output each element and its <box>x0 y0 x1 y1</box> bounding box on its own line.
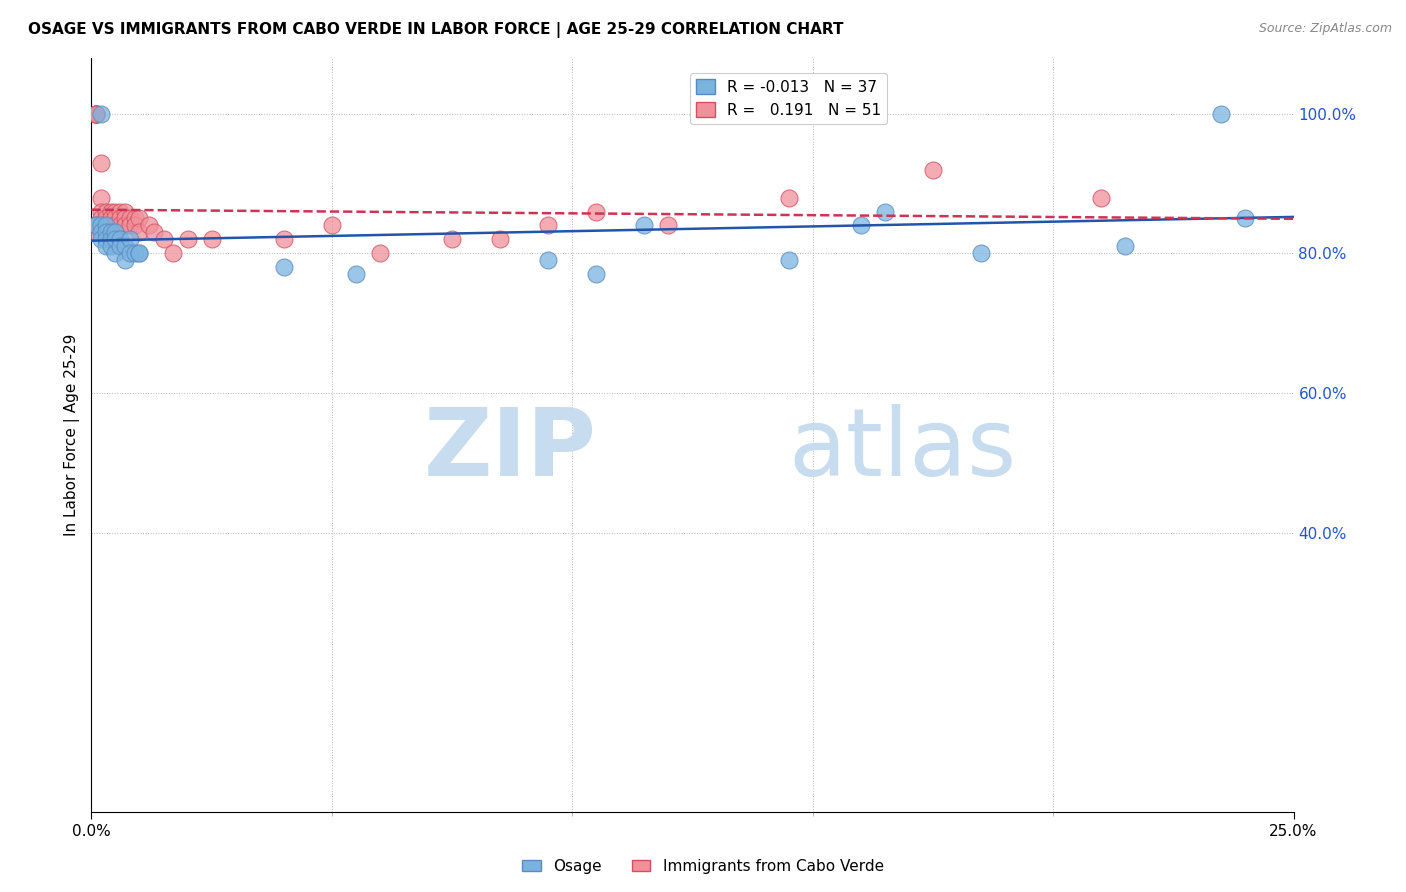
Point <box>90 155 112 169</box>
Point <box>94 226 117 240</box>
Point <box>110 219 132 233</box>
Point <box>1090 190 1112 204</box>
Point <box>104 246 127 260</box>
Point <box>84 107 107 121</box>
Point <box>114 211 136 226</box>
Point <box>110 232 132 246</box>
Point <box>201 232 224 246</box>
Point <box>104 219 127 233</box>
Point <box>100 211 122 226</box>
Point <box>114 239 136 253</box>
Point <box>84 107 107 121</box>
Point <box>110 239 132 253</box>
Point <box>84 219 107 233</box>
Y-axis label: In Labor Force | Age 25-29: In Labor Force | Age 25-29 <box>65 334 80 536</box>
Point <box>100 226 122 240</box>
Point <box>104 211 127 226</box>
Point <box>90 190 112 204</box>
Point <box>273 260 295 275</box>
Point <box>537 253 560 268</box>
Point <box>273 232 295 246</box>
Point <box>114 253 136 268</box>
Point <box>778 190 800 204</box>
Text: atlas: atlas <box>789 404 1017 496</box>
Point <box>118 246 141 260</box>
Point <box>90 204 112 219</box>
Point <box>1211 107 1233 121</box>
Point <box>124 211 146 226</box>
Point <box>90 226 112 240</box>
Point <box>162 246 184 260</box>
Point <box>114 219 136 233</box>
Point <box>321 219 343 233</box>
Point <box>104 226 127 240</box>
Point <box>873 204 896 219</box>
Point <box>368 246 391 260</box>
Point <box>118 232 141 246</box>
Point <box>94 219 117 233</box>
Point <box>176 232 198 246</box>
Point <box>94 204 117 219</box>
Point <box>94 219 117 233</box>
Point <box>778 253 800 268</box>
Point <box>128 246 150 260</box>
Point <box>118 219 141 233</box>
Point <box>90 219 112 233</box>
Point <box>84 107 107 121</box>
Point <box>94 232 117 246</box>
Point <box>489 232 512 246</box>
Point <box>100 204 122 219</box>
Text: ZIP: ZIP <box>423 404 596 496</box>
Point <box>84 226 107 240</box>
Point <box>118 211 141 226</box>
Point <box>633 219 655 233</box>
Point <box>104 204 127 219</box>
Point <box>849 219 872 233</box>
Point <box>585 268 607 282</box>
Text: Source: ZipAtlas.com: Source: ZipAtlas.com <box>1258 22 1392 36</box>
Point <box>344 268 367 282</box>
Point <box>657 219 679 233</box>
Point <box>100 239 122 253</box>
Point <box>90 211 112 226</box>
Point <box>970 246 993 260</box>
Point <box>110 211 132 226</box>
Point <box>124 219 146 233</box>
Point <box>1234 211 1257 226</box>
Point <box>138 219 160 233</box>
Point <box>152 232 174 246</box>
Point <box>440 232 463 246</box>
Point <box>94 226 117 240</box>
Point <box>90 232 112 246</box>
Point <box>142 226 165 240</box>
Point <box>537 219 560 233</box>
Point <box>114 204 136 219</box>
Point <box>585 204 607 219</box>
Point <box>94 211 117 226</box>
Point <box>90 219 112 233</box>
Legend: R = -0.013   N = 37, R =   0.191   N = 51: R = -0.013 N = 37, R = 0.191 N = 51 <box>690 73 887 124</box>
Point <box>84 107 107 121</box>
Point <box>100 232 122 246</box>
Point <box>100 219 122 233</box>
Point <box>84 219 107 233</box>
Point <box>84 219 107 233</box>
Point <box>128 226 150 240</box>
Point <box>128 211 150 226</box>
Point <box>110 204 132 219</box>
Point <box>104 232 127 246</box>
Point <box>124 246 146 260</box>
Text: OSAGE VS IMMIGRANTS FROM CABO VERDE IN LABOR FORCE | AGE 25-29 CORRELATION CHART: OSAGE VS IMMIGRANTS FROM CABO VERDE IN L… <box>28 22 844 38</box>
Point <box>84 107 107 121</box>
Point <box>128 246 150 260</box>
Point <box>922 162 945 177</box>
Point <box>1114 239 1136 253</box>
Legend: Osage, Immigrants from Cabo Verde: Osage, Immigrants from Cabo Verde <box>516 853 890 880</box>
Point <box>94 239 117 253</box>
Point <box>90 107 112 121</box>
